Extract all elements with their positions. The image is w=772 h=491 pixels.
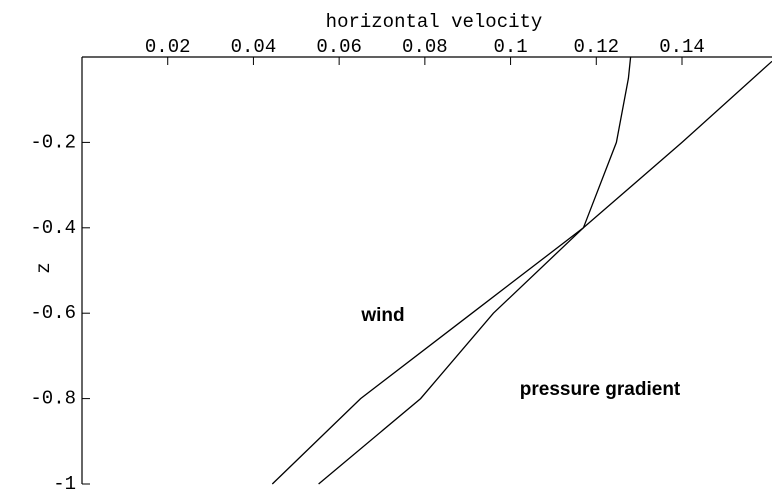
series-line	[271, 60, 772, 485]
x-tick-label: 0.06	[316, 36, 362, 58]
x-tick-label: 0.04	[231, 36, 277, 58]
series-label: wind	[360, 305, 404, 326]
x-tick-label: 0.02	[145, 36, 191, 58]
chart-title: horizontal velocity	[326, 11, 543, 33]
series-line	[318, 56, 632, 485]
y-tick-label: -0.6	[30, 302, 76, 324]
y-axis-label: z	[33, 262, 55, 273]
y-tick-label: -0.4	[30, 217, 76, 239]
y-tick-label: -0.8	[30, 388, 76, 410]
series-label: pressure gradient	[520, 379, 681, 400]
x-tick-label: 0.14	[659, 36, 705, 58]
y-tick-label: -0.2	[30, 131, 76, 153]
x-tick-label: 0.1	[493, 36, 527, 58]
x-tick-label: 0.08	[402, 36, 448, 58]
y-tick-label: -1	[53, 473, 76, 491]
x-tick-label: 0.12	[573, 36, 619, 58]
